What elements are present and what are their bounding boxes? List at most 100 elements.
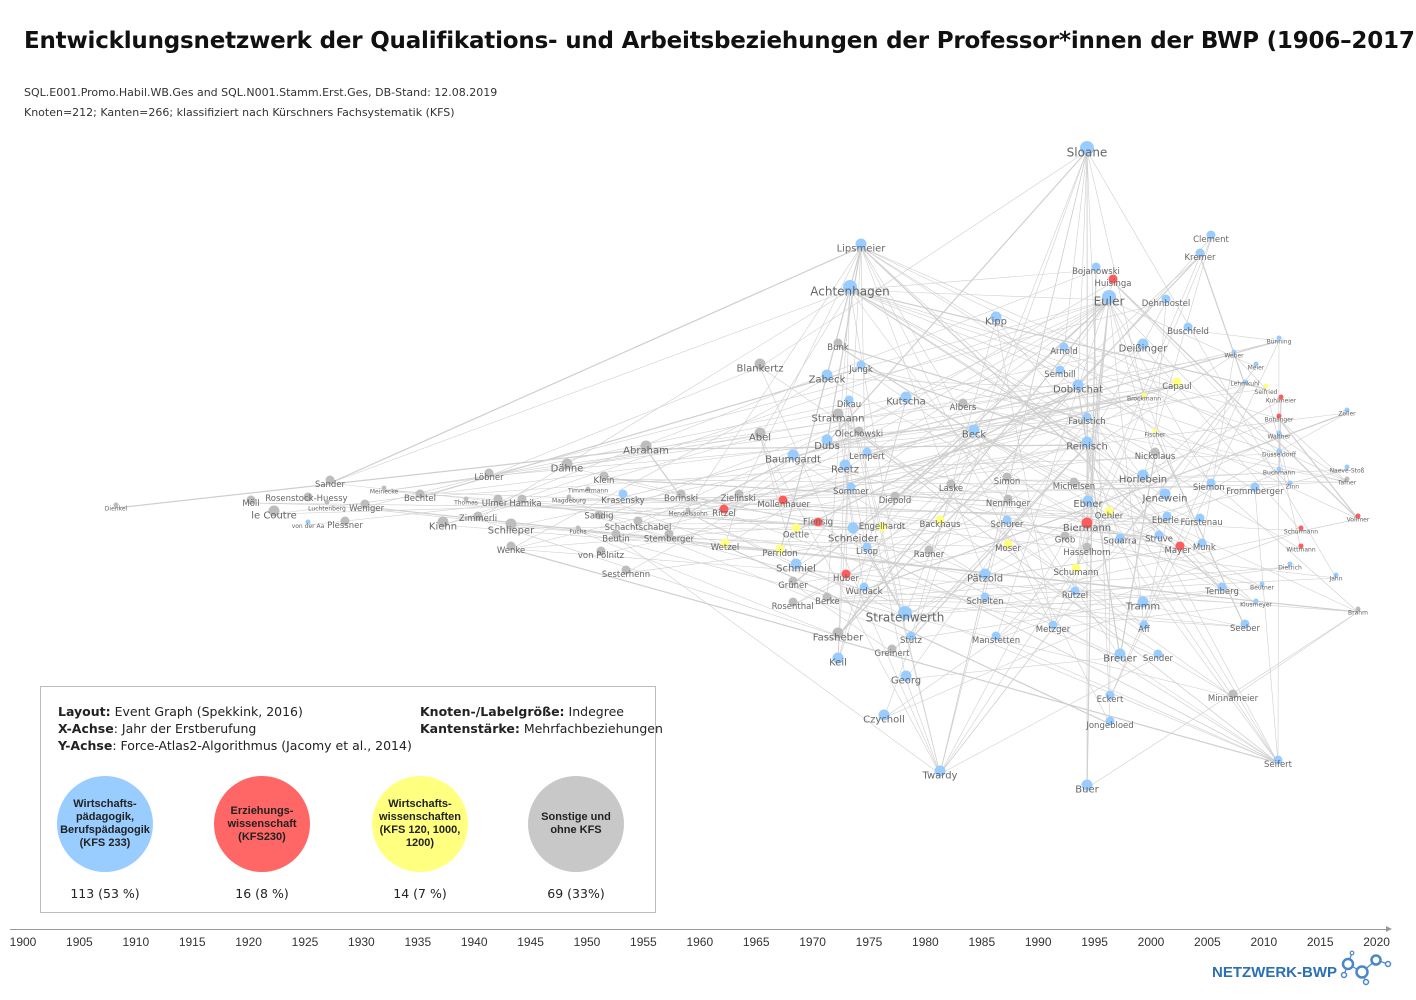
graph-node[interactable]: Squarra: [1103, 533, 1137, 547]
graph-node[interactable]: Olechowski: [835, 426, 883, 440]
graph-node[interactable]: Munk: [1193, 538, 1216, 553]
graph-node[interactable]: Zöller: [1338, 407, 1356, 418]
graph-node[interactable]: Thomas: [453, 496, 478, 507]
graph-node[interactable]: Rosenstock-Huessy: [265, 492, 348, 505]
graph-node[interactable]: Stratmann: [812, 408, 865, 425]
graph-node[interactable]: Kuhlmeier: [1266, 394, 1297, 405]
graph-node[interactable]: Schlieper: [488, 518, 535, 537]
graph-node[interactable]: Schmiel: [776, 558, 816, 575]
graph-node[interactable]: Abraham: [623, 440, 669, 457]
graph-node[interactable]: Clement: [1193, 230, 1230, 245]
graph-node[interactable]: Sender: [1143, 649, 1174, 664]
graph-node[interactable]: Hasselhorn: [1063, 542, 1111, 559]
graph-node[interactable]: Achtenhagen: [810, 280, 890, 298]
graph-node[interactable]: Tramm: [1125, 596, 1160, 613]
graph-node[interactable]: Georg: [891, 670, 921, 687]
graph-node[interactable]: Dähne: [551, 458, 584, 475]
graph-node[interactable]: Löbner: [474, 468, 504, 483]
graph-node[interactable]: Breuer: [1103, 648, 1138, 665]
graph-node[interactable]: Biermann: [1063, 517, 1111, 535]
graph-node[interactable]: Moser: [995, 539, 1021, 554]
graph-node[interactable]: Meier: [1248, 361, 1265, 372]
graph-node[interactable]: Oehler: [1095, 506, 1124, 522]
graph-node[interactable]: Ulmer: [482, 494, 508, 509]
graph-node[interactable]: Metzger: [1036, 620, 1071, 635]
graph-node[interactable]: le Coutre: [251, 505, 297, 522]
graph-node[interactable]: Grob: [1055, 531, 1076, 546]
graph-node[interactable]: Brockmann: [1127, 392, 1161, 403]
graph-node[interactable]: Sander: [315, 475, 346, 490]
graph-node[interactable]: Capaul: [1162, 377, 1192, 392]
graph-node[interactable]: Schachtschabel: [605, 516, 672, 533]
graph-node[interactable]: Frommberger: [1226, 482, 1284, 497]
graph-node[interactable]: Ritzel: [712, 504, 736, 519]
graph-node[interactable]: Michelsen: [1053, 477, 1095, 492]
graph-node[interactable]: Stratenwerth: [866, 606, 945, 624]
graph-node[interactable]: Jenewein: [1141, 488, 1188, 505]
graph-node[interactable]: Brahm: [1348, 606, 1368, 617]
graph-node[interactable]: Engelhardt: [859, 522, 906, 532]
graph-node[interactable]: Sommer: [833, 482, 869, 497]
graph-node[interactable]: Plessner: [327, 516, 363, 531]
graph-node[interactable]: Bohlinger: [1265, 413, 1294, 424]
graph-node[interactable]: Wenke: [497, 541, 525, 556]
graph-node[interactable]: Nenninger: [986, 494, 1031, 509]
graph-node[interactable]: Sandig: [584, 510, 614, 522]
graph-node[interactable]: Magdeburg: [552, 494, 586, 505]
graph-node[interactable]: Schumann: [1053, 563, 1099, 578]
graph-node[interactable]: Dehnbostel: [1142, 294, 1191, 309]
graph-node[interactable]: Czycholl: [863, 709, 905, 726]
graph-node[interactable]: Fassheber: [813, 627, 864, 644]
graph-node[interactable]: von Pölnitz: [578, 546, 625, 561]
graph-node[interactable]: Kiehn: [429, 516, 457, 533]
graph-node[interactable]: Mollenhauer: [757, 495, 811, 510]
graph-node[interactable]: Weber: [1224, 349, 1244, 360]
graph-node[interactable]: Beck: [962, 424, 987, 441]
graph-node[interactable]: Seeber: [1230, 619, 1260, 634]
graph-node[interactable]: Kutscha: [886, 391, 926, 408]
graph-node[interactable]: Hamika: [509, 494, 542, 509]
graph-node[interactable]: Naeve-Stoß: [1330, 464, 1365, 475]
graph-node[interactable]: Zinn: [1286, 480, 1300, 491]
graph-node[interactable]: Tafner: [1337, 476, 1357, 487]
graph-node[interactable]: Berke: [815, 592, 840, 607]
graph-node[interactable]: Flensig: [803, 517, 833, 528]
graph-node[interactable]: Dietrich: [1278, 561, 1302, 572]
graph-node[interactable]: Lempert: [849, 447, 885, 462]
graph-node[interactable]: Vollmer: [1347, 513, 1370, 524]
graph-node[interactable]: Siemon: [1193, 478, 1225, 493]
graph-node[interactable]: Rützel: [1062, 586, 1088, 601]
graph-node[interactable]: Lisop: [856, 542, 878, 557]
graph-node[interactable]: Sesterhenn: [602, 565, 650, 580]
graph-node[interactable]: Schürmann: [1284, 525, 1318, 536]
graph-node[interactable]: Fürstenau: [1180, 513, 1223, 528]
graph-node[interactable]: Borinski: [664, 489, 698, 504]
graph-node[interactable]: Wetzel: [711, 538, 740, 553]
graph-node[interactable]: Blankertz: [737, 358, 784, 375]
graph-node[interactable]: Baumgardt: [765, 449, 821, 466]
graph-node[interactable]: Deißinger: [1119, 338, 1169, 355]
graph-node[interactable]: Fischer: [1144, 428, 1166, 439]
graph-node[interactable]: Oettle: [783, 523, 809, 541]
graph-node[interactable]: Twardy: [922, 765, 958, 782]
graph-node[interactable]: Bechtel: [404, 489, 436, 504]
graph-node[interactable]: Abel: [749, 427, 771, 444]
graph-node[interactable]: Rauner: [914, 545, 945, 560]
graph-node[interactable]: Eckert: [1097, 690, 1124, 705]
graph-node[interactable]: Nickolaus: [1135, 447, 1176, 462]
graph-node[interactable]: Manstetten: [972, 631, 1020, 646]
graph-node[interactable]: Jungk: [848, 360, 873, 375]
graph-node[interactable]: Luchtenberg: [308, 499, 346, 513]
graph-node[interactable]: Beutner: [1250, 581, 1274, 592]
graph-node[interactable]: Keil: [829, 652, 847, 669]
graph-node[interactable]: Struve: [1145, 530, 1173, 545]
graph-node[interactable]: Faulstich: [1068, 412, 1106, 427]
graph-node[interactable]: Zimmerli: [459, 511, 497, 524]
graph-node[interactable]: Pätzold: [967, 568, 1003, 585]
graph-node[interactable]: Meinecke: [370, 485, 399, 496]
graph-node[interactable]: Aff: [1138, 620, 1151, 635]
graph-node[interactable]: Huisinga: [1095, 274, 1132, 289]
graph-node[interactable]: Schneider: [828, 522, 879, 545]
graph-node[interactable]: Wittmann: [1286, 543, 1316, 554]
graph-node[interactable]: Buer: [1075, 779, 1100, 796]
